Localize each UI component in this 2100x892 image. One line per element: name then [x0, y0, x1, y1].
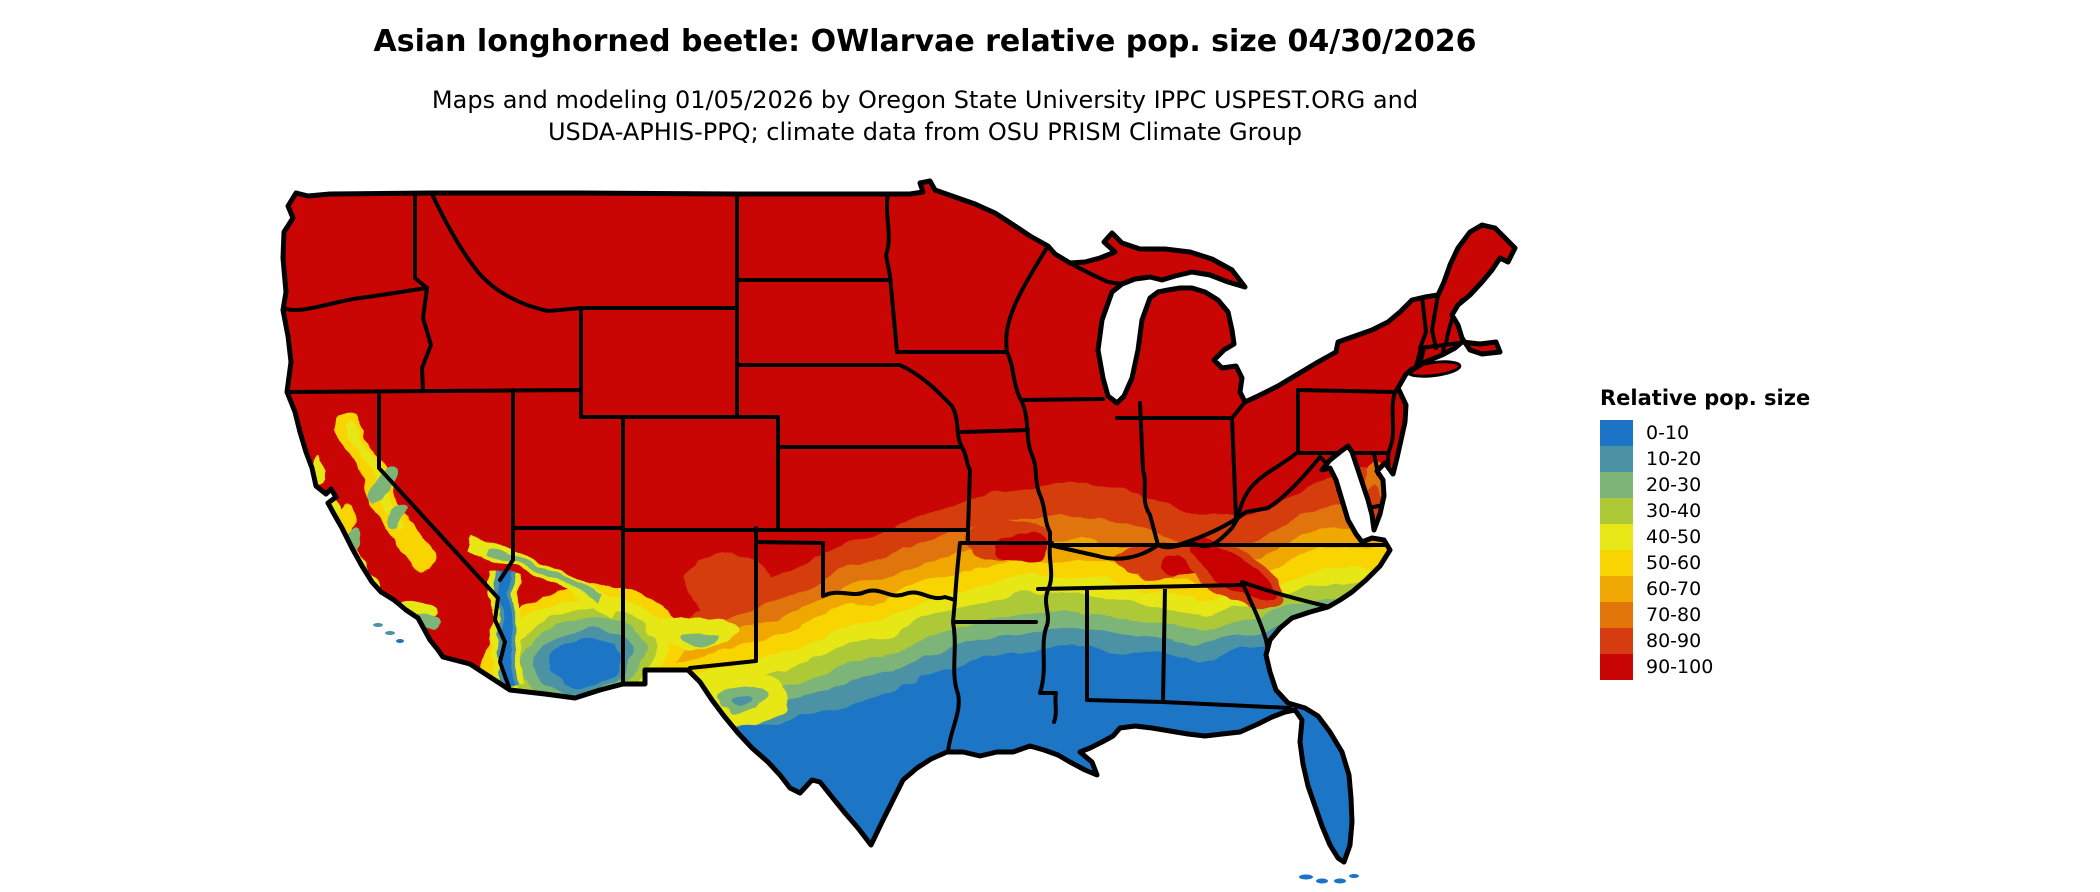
legend-label-60-70: 60-70	[1646, 578, 1702, 600]
legend-row: 60-70	[1600, 576, 1810, 602]
subtitle-line-1: Maps and modeling 01/05/2026 by Oregon S…	[431, 86, 1419, 114]
legend-row: 90-100	[1600, 654, 1810, 680]
legend-row: 0-10	[1600, 420, 1810, 446]
legend-swatch-10-20	[1600, 446, 1633, 472]
patch-mogollon-green	[486, 547, 604, 604]
legend-row: 80-90	[1600, 628, 1810, 654]
legend-row: 70-80	[1600, 602, 1810, 628]
legend-swatch-90-100	[1600, 654, 1633, 680]
legend-label-70-80: 70-80	[1646, 604, 1702, 626]
patch-new-mexico-orange	[685, 550, 769, 614]
legend-label-50-60: 50-60	[1646, 552, 1702, 574]
legend-row: 40-50	[1600, 524, 1810, 550]
legend-label-20-30: 20-30	[1646, 474, 1702, 496]
legend-swatch-70-80	[1600, 602, 1633, 628]
legend-swatch-50-60	[1600, 550, 1633, 576]
map-title: Asian longhorned beetle: OWlarvae relati…	[373, 24, 1477, 59]
legend-row: 50-60	[1600, 550, 1810, 576]
legend-title: Relative pop. size	[1600, 386, 1811, 410]
legend-swatch-20-30	[1600, 472, 1633, 498]
legend-swatch-0-10	[1600, 420, 1633, 446]
patch-new-mexico-green	[682, 632, 722, 648]
legend-row: 20-30	[1600, 472, 1810, 498]
legend-swatch-60-70	[1600, 576, 1633, 602]
map-subtitle: Maps and modeling 01/05/2026 by Oregon S…	[0, 84, 1850, 148]
legend-label-90-100: 90-100	[1646, 656, 1714, 678]
offshore-islands	[373, 623, 1359, 884]
legend-swatch-80-90	[1600, 628, 1633, 654]
legend-label-30-40: 30-40	[1646, 500, 1702, 522]
florida-keys	[1299, 874, 1313, 880]
patch-colorado-river-blue	[498, 571, 515, 687]
patch-west-texas-teal	[728, 696, 752, 708]
legend-label-80-90: 80-90	[1646, 630, 1702, 652]
legend-swatch-40-50	[1600, 524, 1633, 550]
subtitle-line-2: USDA-APHIS-PPQ; climate data from OSU PR…	[547, 118, 1303, 146]
patch-ozarks-red	[994, 534, 1050, 562]
legend-row: 10-20	[1600, 446, 1810, 472]
patch-sierra-green-2	[389, 501, 407, 529]
legend-label-10-20: 10-20	[1646, 448, 1702, 470]
legend-label-0-10: 0-10	[1646, 422, 1690, 444]
legend-row: 30-40	[1600, 498, 1810, 524]
legend-label-40-50: 40-50	[1646, 526, 1702, 548]
legend-swatch-30-40	[1600, 498, 1633, 524]
legend: Relative pop. size 0-10 10-20 20-30 30-4…	[1600, 386, 1810, 680]
